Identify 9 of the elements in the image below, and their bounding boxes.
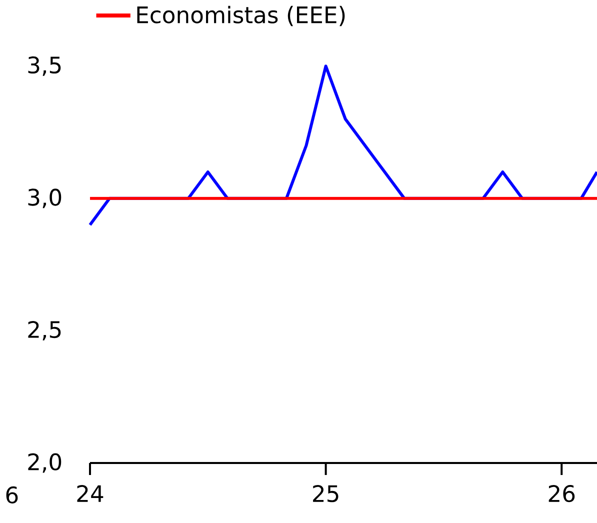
y-tick-label: 3,5 bbox=[28, 56, 61, 76]
y-tick-label: 3,0 bbox=[28, 188, 62, 208]
x-tick-label: 26 bbox=[548, 485, 575, 502]
x-tick-label: 24 bbox=[77, 485, 104, 502]
legend-label: Economistas (EEE) bbox=[137, 6, 345, 26]
x-tick-label: 25 bbox=[313, 485, 338, 502]
y-tick-label: 2,5 bbox=[28, 320, 61, 340]
text: 6 bbox=[6, 486, 18, 504]
y-tick-label: 2,0 bbox=[28, 453, 62, 473]
